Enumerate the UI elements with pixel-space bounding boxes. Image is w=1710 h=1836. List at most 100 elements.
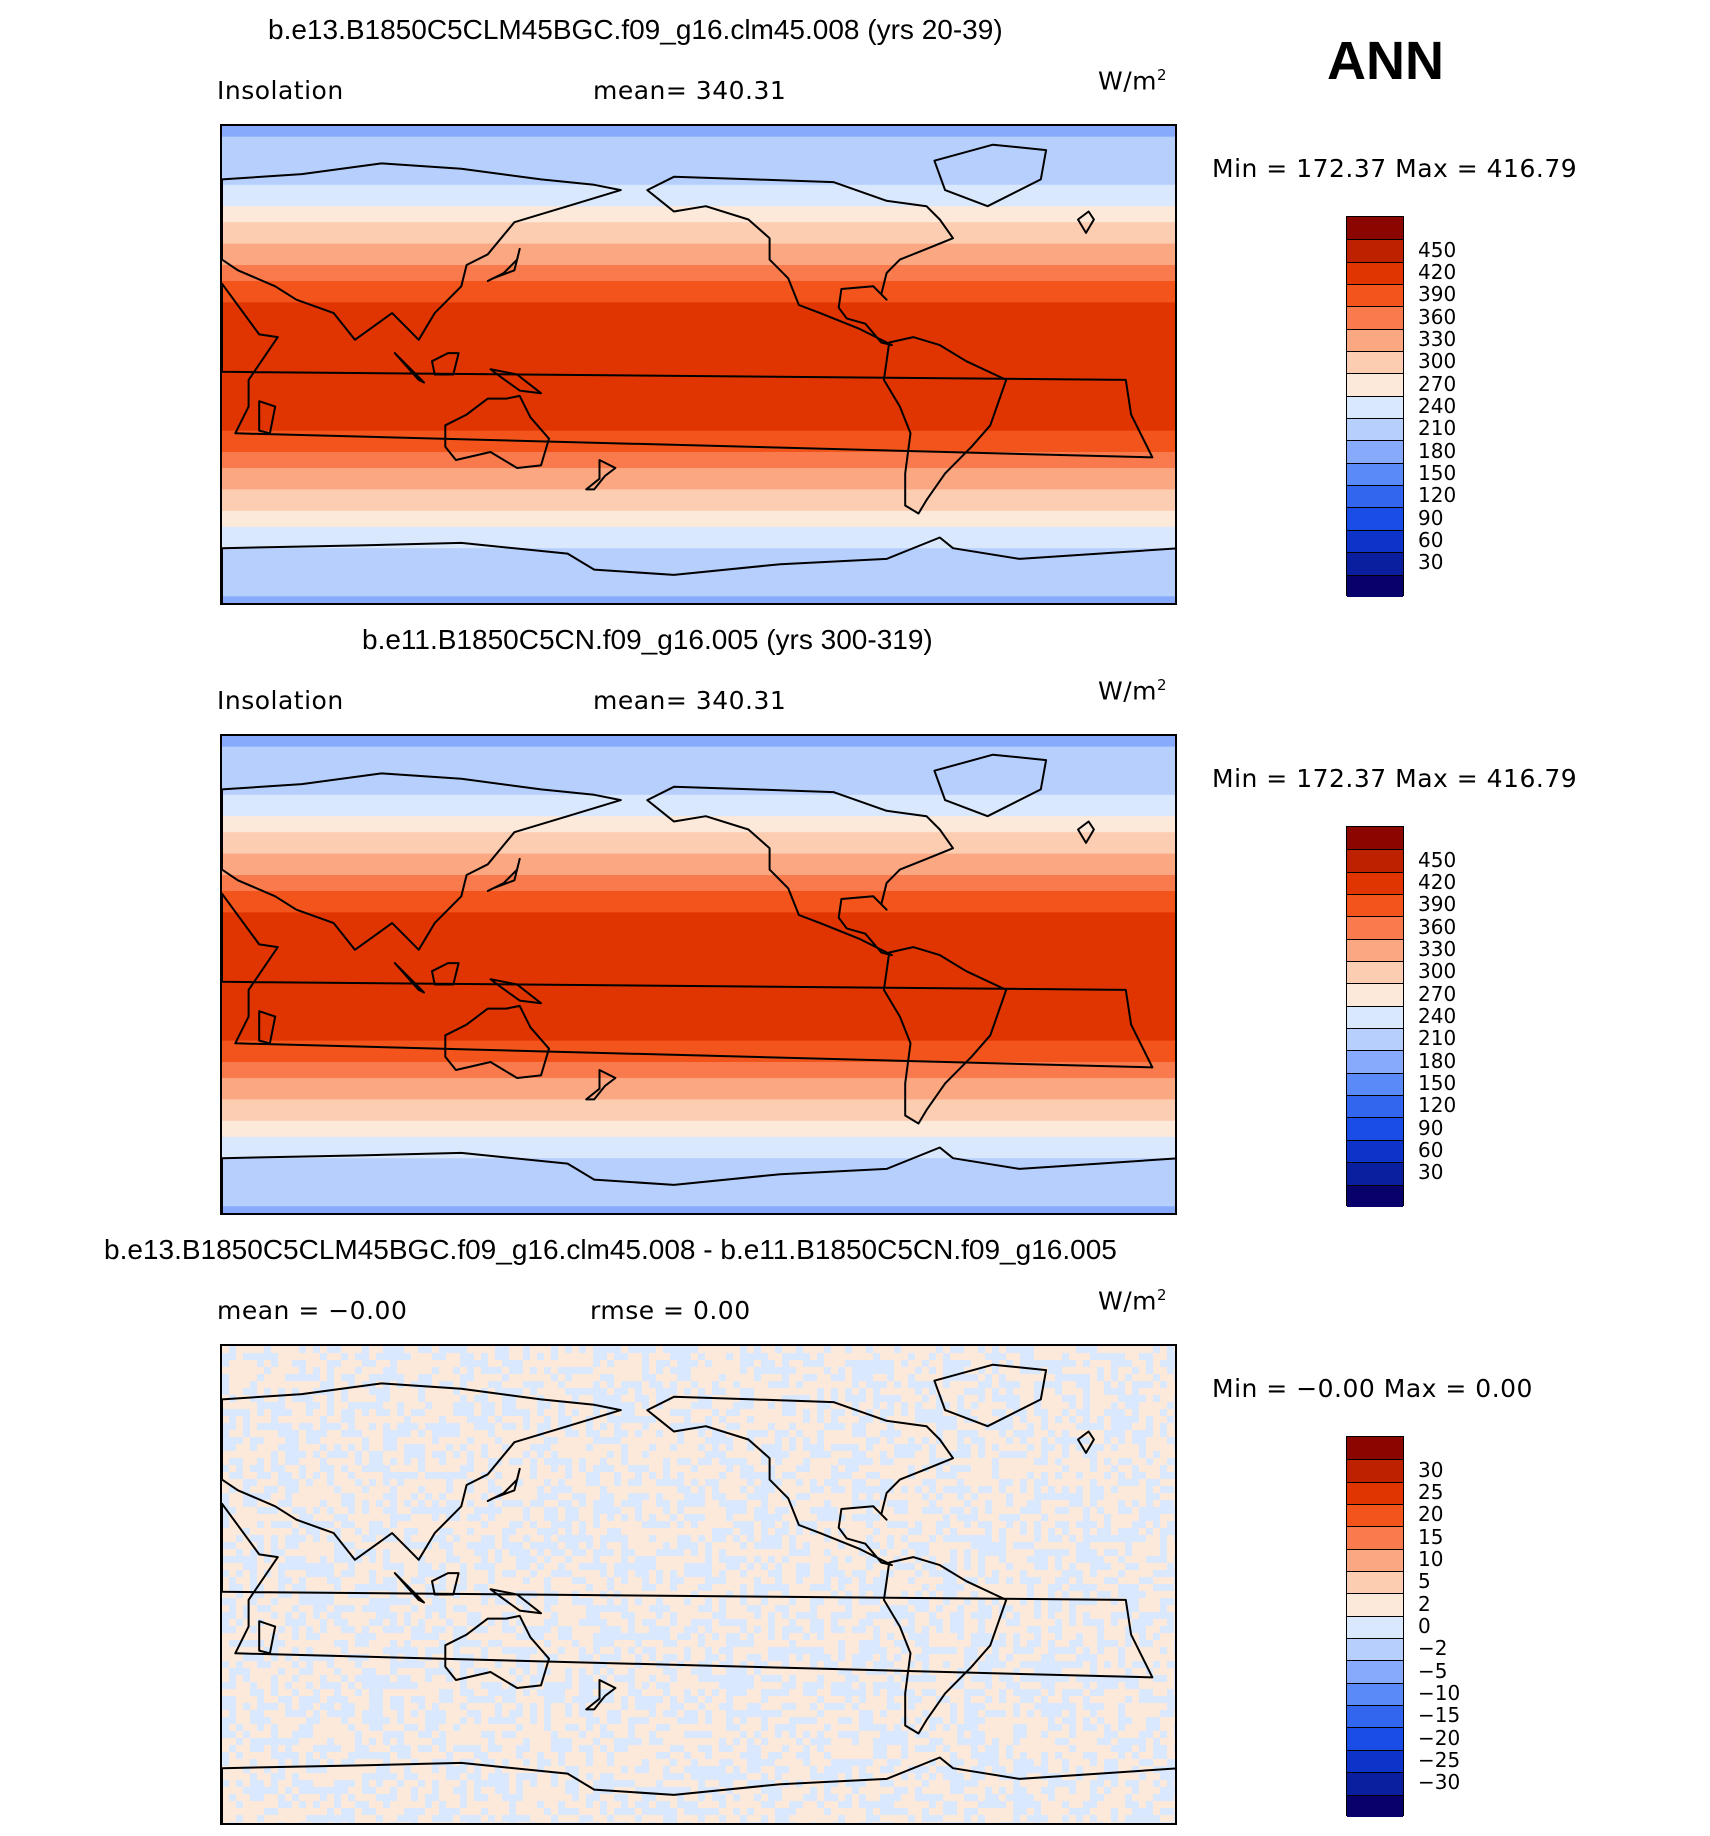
negative-cell <box>810 1584 817 1591</box>
negative-cell <box>761 1542 768 1549</box>
negative-cell <box>747 1563 754 1570</box>
negative-cell <box>915 1717 922 1724</box>
negative-cell <box>236 1472 243 1479</box>
negative-cell <box>985 1654 992 1661</box>
negative-cell <box>334 1451 341 1458</box>
negative-cell <box>1055 1416 1062 1423</box>
negative-cell <box>719 1738 726 1745</box>
negative-cell <box>509 1570 516 1577</box>
coastline <box>444 1614 550 1689</box>
negative-cell <box>957 1346 964 1353</box>
negative-cell <box>698 1353 705 1360</box>
negative-cell <box>810 1647 817 1654</box>
negative-cell <box>278 1696 285 1703</box>
negative-cell <box>1020 1598 1027 1605</box>
negative-cell <box>516 1619 523 1626</box>
colorbar-tick-label: −25 <box>1418 1748 1461 1773</box>
negative-cell <box>341 1619 348 1626</box>
negative-cell <box>474 1514 481 1521</box>
negative-cell <box>488 1577 495 1584</box>
negative-cell <box>1125 1675 1132 1682</box>
negative-cell <box>1034 1633 1041 1640</box>
negative-cell <box>460 1689 467 1696</box>
negative-cell <box>278 1409 285 1416</box>
zonal-band <box>222 1158 1175 1165</box>
negative-cell <box>831 1395 838 1402</box>
negative-cell <box>950 1486 957 1493</box>
negative-cell <box>229 1696 236 1703</box>
negative-cell <box>663 1710 670 1717</box>
negative-cell <box>229 1444 236 1451</box>
negative-cell <box>754 1752 761 1759</box>
negative-cell <box>1132 1479 1139 1486</box>
negative-cell <box>222 1598 229 1605</box>
negative-cell <box>992 1367 999 1374</box>
negative-cell <box>866 1647 873 1654</box>
negative-cell <box>719 1801 726 1808</box>
negative-cell <box>390 1619 397 1626</box>
negative-cell <box>1125 1738 1132 1745</box>
negative-cell <box>523 1689 530 1696</box>
negative-cell <box>1055 1563 1062 1570</box>
negative-cell <box>453 1773 460 1780</box>
negative-cell <box>635 1416 642 1423</box>
negative-cell <box>369 1374 376 1381</box>
zonal-band <box>222 1131 1175 1138</box>
negative-cell <box>1146 1493 1153 1500</box>
negative-cell <box>327 1507 334 1514</box>
negative-cell <box>1118 1430 1125 1437</box>
negative-cell <box>551 1542 558 1549</box>
negative-cell <box>530 1367 537 1374</box>
negative-cell <box>1027 1815 1034 1822</box>
zonal-band <box>222 997 1175 1004</box>
negative-cell <box>1048 1787 1055 1794</box>
negative-cell <box>439 1563 446 1570</box>
negative-cell <box>936 1717 943 1724</box>
negative-cell <box>1160 1381 1167 1388</box>
negative-cell <box>1055 1367 1062 1374</box>
zonal-band <box>222 853 1175 860</box>
zonal-band <box>222 430 1175 437</box>
negative-cell <box>1097 1675 1104 1682</box>
negative-cell <box>670 1745 677 1752</box>
negative-cell <box>558 1458 565 1465</box>
negative-cell <box>271 1360 278 1367</box>
negative-cell <box>299 1787 306 1794</box>
negative-cell <box>418 1570 425 1577</box>
negative-cell <box>376 1528 383 1535</box>
negative-cell <box>467 1374 474 1381</box>
negative-cell <box>383 1626 390 1633</box>
negative-cell <box>859 1766 866 1773</box>
negative-cell <box>348 1444 355 1451</box>
negative-cell <box>607 1437 614 1444</box>
negative-cell <box>698 1808 705 1815</box>
negative-cell <box>642 1808 649 1815</box>
negative-cell <box>600 1626 607 1633</box>
negative-cell <box>873 1395 880 1402</box>
negative-cell <box>376 1458 383 1465</box>
coastline <box>646 175 954 347</box>
negative-cell <box>894 1703 901 1710</box>
negative-cell <box>614 1416 621 1423</box>
negative-cell <box>684 1367 691 1374</box>
negative-cell <box>761 1521 768 1528</box>
negative-cell <box>1076 1808 1083 1815</box>
negative-cell <box>1153 1570 1160 1577</box>
negative-cell <box>1013 1822 1020 1823</box>
negative-cell <box>1041 1360 1048 1367</box>
negative-cell <box>236 1465 243 1472</box>
negative-cell <box>376 1395 383 1402</box>
negative-cell <box>936 1507 943 1514</box>
negative-cell <box>894 1556 901 1563</box>
negative-cell <box>509 1710 516 1717</box>
negative-cell <box>474 1360 481 1367</box>
negative-cell <box>257 1402 264 1409</box>
negative-cell <box>866 1556 873 1563</box>
negative-cell <box>1125 1584 1132 1591</box>
negative-cell <box>1153 1815 1160 1822</box>
negative-cell <box>936 1430 943 1437</box>
negative-cell <box>642 1402 649 1409</box>
negative-cell <box>1153 1822 1160 1823</box>
negative-cell <box>894 1724 901 1731</box>
negative-cell <box>551 1696 558 1703</box>
